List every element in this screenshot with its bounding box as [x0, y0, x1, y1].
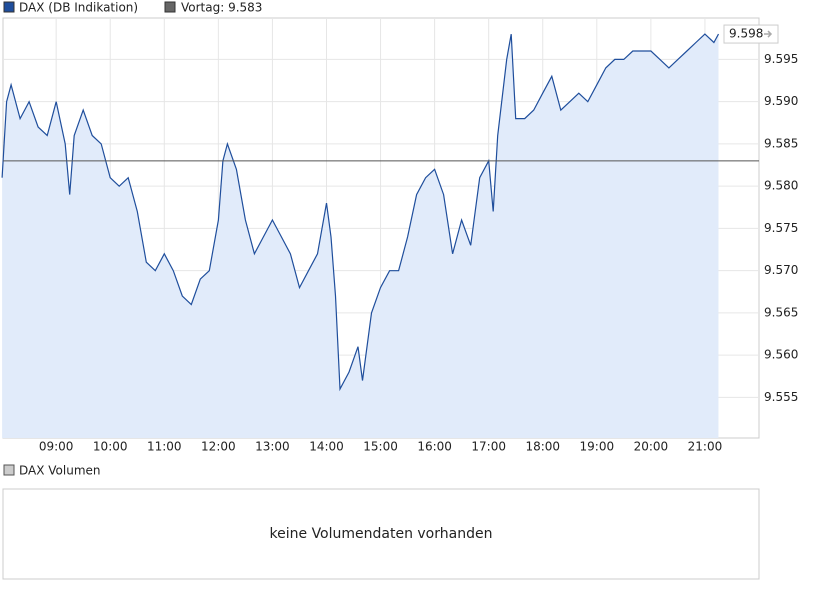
- last-value-box: [723, 24, 779, 44]
- y-tick-label: 9.570: [764, 263, 798, 277]
- last-value-label: 9.598: [729, 27, 763, 41]
- area: [2, 34, 719, 438]
- volume-frame: [2, 488, 760, 580]
- y-tick-label: 9.575: [764, 221, 798, 235]
- x-tick-label: 19:00: [580, 440, 615, 454]
- last-value-arrow: [764, 30, 773, 38]
- line: [1, 33, 720, 392]
- x-tick-label: 10:00: [93, 440, 128, 454]
- y-tick-label: 9.565: [764, 305, 798, 319]
- volume-title: DAX Volumen: [19, 464, 101, 478]
- volume-swatch: [3, 464, 15, 476]
- x-tick-label: 13:00: [255, 440, 290, 454]
- y-tick-label: 9.590: [764, 94, 798, 108]
- legend-swatch: [3, 1, 15, 13]
- legend-label: DAX (DB Indikation): [19, 1, 138, 15]
- x-tick-label: 17:00: [471, 440, 506, 454]
- x-tick-label: 11:00: [147, 440, 182, 454]
- x-tick-label: 16:00: [417, 440, 452, 454]
- reference-label: Vortag: 9.583: [181, 1, 262, 15]
- y-tick-label: 9.585: [764, 136, 798, 150]
- x-tick-label: 14:00: [309, 440, 344, 454]
- volume-message: keine Volumendaten vorhanden: [270, 526, 493, 542]
- reference-swatch: [164, 1, 176, 13]
- x-tick-label: 09:00: [39, 440, 74, 454]
- plot: [1, 33, 759, 438]
- x-tick-label: 15:00: [363, 440, 398, 454]
- x-tick-label: 21:00: [688, 440, 723, 454]
- y-tick-label: 9.580: [764, 179, 798, 193]
- y-tick-label: 9.595: [764, 52, 798, 66]
- y-tick-label: 9.555: [764, 390, 798, 404]
- x-tick-label: 12:00: [201, 440, 236, 454]
- x-tick-label: 18:00: [525, 440, 560, 454]
- x-tick-label: 20:00: [634, 440, 669, 454]
- y-tick-label: 9.560: [764, 348, 798, 362]
